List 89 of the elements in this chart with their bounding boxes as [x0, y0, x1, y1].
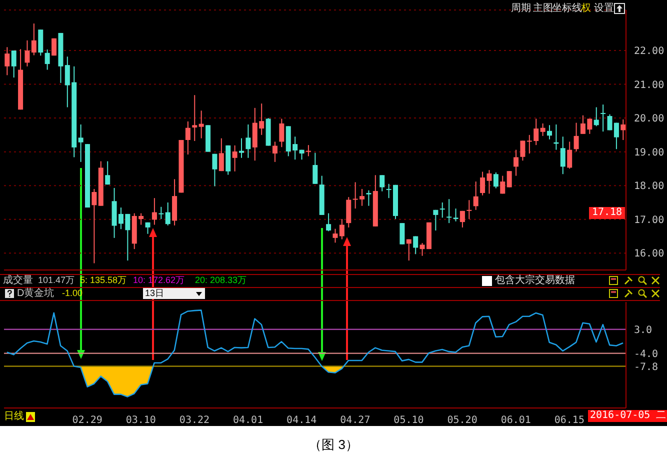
candlestick — [239, 138, 244, 158]
y-tick-label: 21.00 — [634, 80, 664, 91]
y-tick-label: 22.00 — [634, 46, 664, 58]
candlestick — [31, 23, 36, 56]
candlestick — [547, 124, 552, 140]
candlestick — [567, 141, 572, 170]
candlestick — [332, 228, 338, 244]
candlestick — [500, 175, 506, 194]
candlestick — [279, 118, 284, 148]
candlestick — [506, 170, 512, 188]
y-tick-label: 18.00 — [634, 181, 664, 192]
chart-title: D黄金坑 — [17, 288, 54, 299]
text: 101.47万 — [38, 275, 75, 286]
candlestick — [78, 124, 84, 162]
y-tick-label: -7.8 — [634, 362, 658, 373]
y-tick-label: 17.00 — [634, 214, 664, 226]
candlestick — [346, 196, 352, 228]
candlestick — [400, 222, 405, 245]
annotation: 主图 — [533, 3, 553, 15]
candlestick — [105, 160, 110, 186]
candlestick — [446, 198, 452, 224]
candlestick — [620, 118, 626, 140]
annotation: 权 — [581, 3, 591, 15]
annotation: 坐标线 — [552, 3, 582, 15]
y-tick-label: 3.0 — [634, 324, 652, 336]
x-tick-label: 04.27 — [340, 415, 370, 426]
candlestick — [92, 188, 97, 264]
candlestick — [520, 140, 526, 162]
x-tick-label: 02.29 — [72, 415, 102, 426]
candlestick — [514, 149, 519, 176]
candlestick — [473, 181, 478, 210]
candlestick — [600, 104, 606, 132]
candlestick — [594, 106, 599, 127]
candlestick — [152, 198, 157, 226]
candlestick — [38, 29, 44, 56]
candlestick — [4, 46, 10, 76]
text: 20: 208.33万 — [195, 275, 247, 286]
candlestick — [326, 212, 332, 232]
text: （图 3） — [308, 436, 360, 454]
x-tick-label: 06.15 — [554, 415, 584, 426]
candlestick — [560, 136, 566, 175]
candlestick — [24, 40, 30, 67]
candlestick — [440, 202, 445, 218]
text: 包含大宗交易数据 — [495, 275, 575, 286]
candlestick — [198, 110, 204, 139]
x-tick-label: 04.01 — [232, 415, 264, 426]
candlestick — [44, 49, 50, 70]
candlestick — [366, 190, 372, 206]
y-tick-label: 20.00 — [634, 114, 664, 125]
candlestick — [339, 218, 344, 240]
candlestick — [540, 122, 546, 136]
annotation: 设置 — [594, 3, 614, 15]
candlestick — [312, 152, 318, 184]
x-tick-label: 05.10 — [394, 415, 424, 426]
text: 2016-07-05 二 — [588, 410, 667, 422]
candlestick — [453, 208, 458, 222]
candlestick — [406, 238, 412, 262]
candlestick — [218, 138, 224, 172]
candlestick — [380, 174, 385, 192]
text: 日线 — [4, 411, 24, 422]
candlestick — [246, 124, 251, 158]
y-tick-label: -4.0 — [634, 348, 658, 360]
y-tick-label: 16.00 — [634, 248, 664, 260]
x-tick-label: 05.20 — [447, 415, 478, 426]
candlestick — [466, 200, 472, 220]
candlestick — [192, 94, 198, 142]
candlestick — [574, 122, 579, 152]
candlestick — [413, 236, 418, 255]
x-tick-label: 03.22 — [179, 415, 210, 426]
x-tick-label: 06.01 — [500, 415, 531, 426]
candlestick — [433, 209, 438, 231]
x-tick-label: 03.10 — [126, 415, 156, 426]
candlestick — [212, 153, 218, 187]
candlestick — [11, 50, 16, 78]
annotation: 周期 — [511, 3, 531, 15]
candlestick — [493, 172, 498, 189]
candlestick — [185, 120, 190, 156]
dropdown: 13日 — [143, 288, 205, 299]
candlestick — [272, 141, 278, 162]
candlestick — [165, 202, 170, 226]
candlestick — [306, 144, 311, 157]
line-series — [6, 310, 624, 398]
candlestick — [232, 144, 238, 172]
candlestick — [460, 210, 465, 228]
candlestick — [158, 206, 164, 220]
annotation: 17.18 — [589, 207, 625, 220]
text: 成交量 — [3, 275, 33, 286]
x-tick-label: 04.14 — [286, 415, 317, 426]
y-tick-label: 19.00 — [634, 147, 664, 158]
